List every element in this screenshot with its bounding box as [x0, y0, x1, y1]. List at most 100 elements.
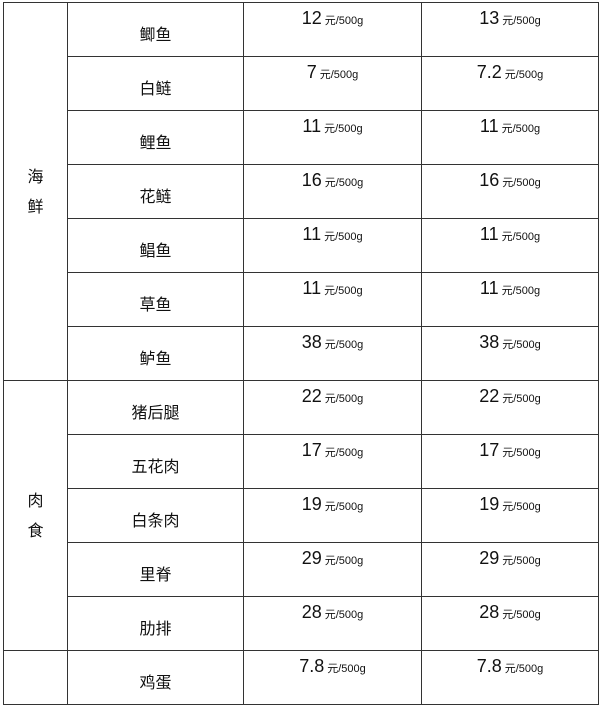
item-name: 猪后腿	[67, 380, 244, 435]
price-unit: 元/500g	[501, 285, 541, 297]
table-row: 肉食猪后腿 22 元/500g 22 元/500g	[3, 380, 599, 651]
price-unit: 元/500g	[504, 663, 544, 675]
price-cell: 7.8 元/500g	[421, 650, 599, 705]
price-cell: 11 元/500g	[421, 218, 599, 273]
price-value: 29	[301, 548, 322, 568]
price-unit: 元/500g	[324, 15, 364, 27]
price-unit: 元/500g	[502, 177, 541, 189]
price-value: 29	[479, 548, 500, 568]
price-cell: 16 元/500g	[243, 164, 422, 219]
price-unit: 元/500g	[324, 609, 364, 621]
price-cell: 19 元/500g	[243, 488, 422, 543]
price-unit: 元/500g	[324, 285, 363, 297]
price-unit: 元/500g	[319, 69, 359, 81]
price-value: 11	[479, 116, 499, 136]
price-value: 7	[306, 62, 317, 82]
item-name: 鸡蛋	[67, 650, 244, 705]
price-value: 28	[479, 602, 500, 622]
price-value: 19	[479, 494, 500, 514]
item-name: 白鲢	[67, 56, 244, 111]
price-value: 38	[479, 332, 500, 352]
price-value: 22	[479, 386, 500, 406]
price-value: 13	[479, 8, 500, 28]
item-name: 白条肉	[67, 488, 244, 543]
item-name: 五花肉	[67, 434, 244, 489]
price-unit: 元/500g	[502, 15, 541, 27]
item-name: 草鱼	[67, 272, 244, 327]
price-unit: 元/500g	[502, 339, 541, 351]
price-cell: 17 元/500g	[421, 434, 599, 489]
table-row: 海鲜鲫鱼 12 元/500g 13 元/500g	[3, 2, 599, 381]
item-name: 鲈鱼	[67, 326, 244, 381]
price-unit: 元/500g	[324, 339, 364, 351]
price-cell: 16 元/500g	[421, 164, 599, 219]
price-unit: 元/500g	[501, 123, 541, 135]
category-char: 食	[27, 520, 44, 540]
price-cell: 29 元/500g	[243, 542, 422, 597]
table-row: 白条肉 19 元/500g 19 元/500g	[4, 488, 599, 543]
table-row: 鲳鱼 11 元/500g 11 元/500g	[4, 218, 599, 273]
price-cell: 7.2 元/500g	[421, 56, 599, 111]
price-value: 17	[301, 440, 322, 460]
price-value: 16	[301, 170, 322, 190]
category-cell: 肉食	[3, 380, 68, 651]
price-unit: 元/500g	[324, 447, 364, 459]
price-value: 7.8	[476, 656, 502, 676]
price-unit: 元/500g	[502, 501, 541, 513]
price-value: 16	[479, 170, 500, 190]
price-unit: 元/500g	[504, 69, 544, 81]
price-cell: 17 元/500g	[243, 434, 422, 489]
price-unit: 元/500g	[324, 501, 364, 513]
price-unit: 元/500g	[324, 393, 364, 405]
price-value: 11	[479, 278, 499, 298]
price-unit: 元/500g	[324, 231, 363, 243]
table-row: 花鲢 16 元/500g 16 元/500g	[4, 164, 599, 219]
price-unit: 元/500g	[502, 555, 541, 567]
table-row: 鲤鱼 11 元/500g 11 元/500g	[4, 110, 599, 165]
category-char: 鲜	[27, 196, 44, 216]
price-cell: 28 元/500g	[421, 596, 599, 651]
price-value: 11	[479, 224, 499, 244]
item-name: 花鲢	[67, 164, 244, 219]
item-name: 肋排	[67, 596, 244, 651]
price-unit: 元/500g	[324, 555, 364, 567]
price-value: 17	[479, 440, 500, 460]
price-value: 38	[301, 332, 322, 352]
price-unit: 元/500g	[501, 231, 541, 243]
price-cell: 11 元/500g	[243, 110, 422, 165]
price-cell: 29 元/500g	[421, 542, 599, 597]
price-value: 12	[301, 8, 322, 28]
price-cell: 19 元/500g	[421, 488, 599, 543]
table-row: 鸡蛋 7.8 元/500g 7.8 元/500g	[3, 650, 599, 705]
price-cell: 11 元/500g	[243, 218, 422, 273]
price-value: 11	[302, 224, 322, 244]
table-row: 五花肉 17 元/500g 17 元/500g	[4, 434, 599, 489]
price-cell: 22 元/500g	[243, 380, 422, 435]
price-cell: 7 元/500g	[243, 56, 422, 111]
item-name: 鲳鱼	[67, 218, 244, 273]
category-char: 海	[27, 166, 44, 186]
price-unit: 元/500g	[502, 447, 541, 459]
price-cell: 38 元/500g	[243, 326, 422, 381]
price-cell: 7.8 元/500g	[243, 650, 422, 705]
price-unit: 元/500g	[324, 177, 364, 189]
price-unit: 元/500g	[502, 609, 541, 621]
price-cell: 22 元/500g	[421, 380, 599, 435]
price-cell: 28 元/500g	[243, 596, 422, 651]
table-row: 肋排 28 元/500g 28 元/500g	[4, 596, 599, 651]
price-cell: 38 元/500g	[421, 326, 599, 381]
price-cell: 11 元/500g	[243, 272, 422, 327]
table-row: 白鲢 7 元/500g 7.2 元/500g	[4, 56, 599, 111]
table-row: 草鱼 11 元/500g 11 元/500g	[4, 272, 599, 327]
price-unit: 元/500g	[327, 663, 366, 675]
price-value: 28	[301, 602, 322, 622]
item-name: 鲫鱼	[67, 2, 244, 57]
category-char: 肉	[27, 490, 44, 510]
price-unit: 元/500g	[502, 393, 541, 405]
price-value: 7.8	[299, 656, 325, 676]
price-value: 19	[301, 494, 322, 514]
table-row: 鲈鱼 38 元/500g 38 元/500g	[4, 326, 599, 381]
price-cell: 11 元/500g	[421, 272, 599, 327]
price-value: 22	[301, 386, 322, 406]
price-table: 海鲜鲫鱼 12 元/500g 13 元/500g 白鲢 7 元/500g 7.2 元/500g 鲤鱼…	[3, 2, 599, 705]
